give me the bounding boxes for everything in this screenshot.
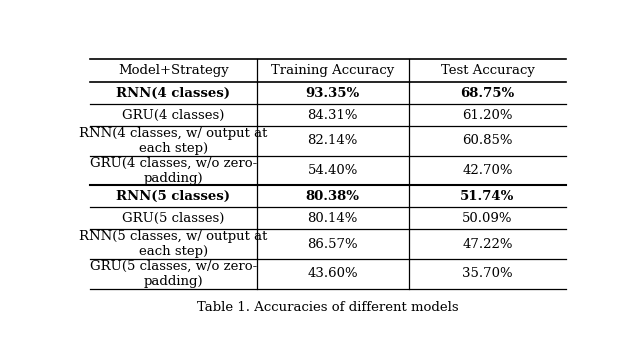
Text: 42.70%: 42.70%	[462, 164, 513, 177]
Text: 80.38%: 80.38%	[306, 190, 360, 203]
Text: GRU(4 classes, w/o zero-
padding): GRU(4 classes, w/o zero- padding)	[90, 157, 257, 185]
Text: 54.40%: 54.40%	[308, 164, 358, 177]
Text: Training Accuracy: Training Accuracy	[271, 64, 394, 77]
Text: Model+Strategy: Model+Strategy	[118, 64, 228, 77]
Text: 47.22%: 47.22%	[462, 237, 513, 251]
Text: RNN(4 classes): RNN(4 classes)	[116, 87, 230, 100]
Text: Table 1. Accuracies of different models: Table 1. Accuracies of different models	[197, 301, 459, 314]
Text: 61.20%: 61.20%	[462, 109, 513, 122]
Text: Test Accuracy: Test Accuracy	[440, 64, 534, 77]
Text: 86.57%: 86.57%	[307, 237, 358, 251]
Text: GRU(5 classes): GRU(5 classes)	[122, 212, 225, 225]
Text: 50.09%: 50.09%	[462, 212, 513, 225]
Text: 84.31%: 84.31%	[307, 109, 358, 122]
Text: GRU(5 classes, w/o zero-
padding): GRU(5 classes, w/o zero- padding)	[90, 260, 257, 288]
Text: GRU(4 classes): GRU(4 classes)	[122, 109, 225, 122]
Text: 82.14%: 82.14%	[308, 135, 358, 147]
Text: 68.75%: 68.75%	[460, 87, 515, 100]
Text: RNN(5 classes): RNN(5 classes)	[116, 190, 230, 203]
Text: 51.74%: 51.74%	[460, 190, 515, 203]
Text: 80.14%: 80.14%	[308, 212, 358, 225]
Text: RNN(4 classes, w/ output at
each step): RNN(4 classes, w/ output at each step)	[79, 127, 268, 155]
Text: 43.60%: 43.60%	[307, 267, 358, 280]
Text: 93.35%: 93.35%	[306, 87, 360, 100]
Text: 60.85%: 60.85%	[462, 135, 513, 147]
Text: RNN(5 classes, w/ output at
each step): RNN(5 classes, w/ output at each step)	[79, 230, 268, 258]
Text: 35.70%: 35.70%	[462, 267, 513, 280]
